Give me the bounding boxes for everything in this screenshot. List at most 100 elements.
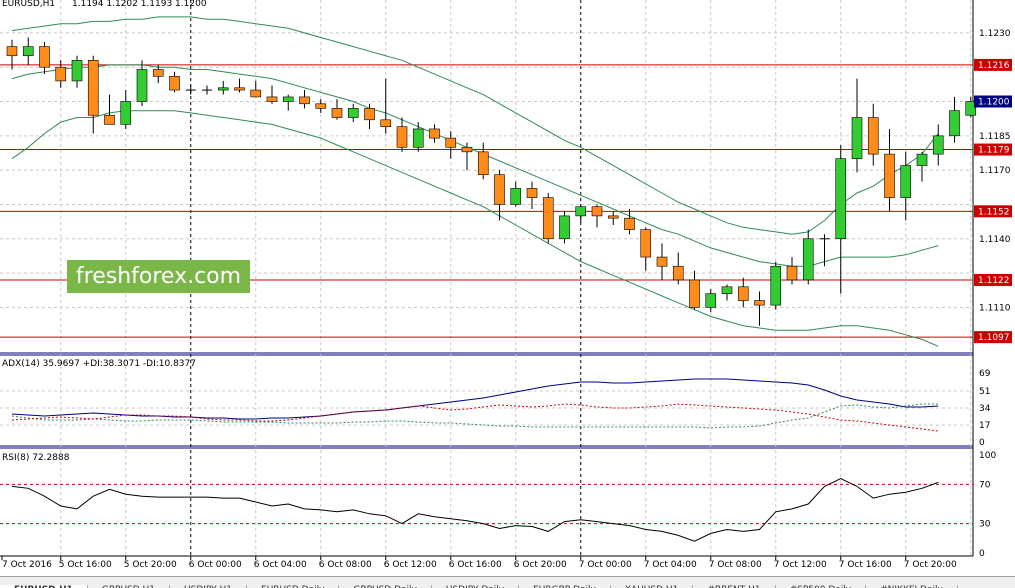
bear-candle (591, 206, 603, 217)
bear-candle (396, 126, 408, 148)
bear-candle (104, 114, 115, 125)
bear-candle (299, 96, 310, 105)
level-price-tag (974, 273, 1012, 286)
time-tick-label: 6 Oct 12:00 (384, 560, 437, 570)
current-price-label: 1.1200 (978, 98, 1010, 108)
time-tick-label: 6 Oct 04:00 (254, 560, 307, 570)
bear-candle (624, 217, 635, 230)
bear-candle (266, 96, 278, 102)
adx-panel (0, 378, 973, 432)
bull-candle (22, 46, 34, 57)
time-tick-label: 6 Oct 00:00 (189, 560, 242, 570)
rsi-line (11, 477, 939, 542)
level-price-tag (974, 58, 1012, 71)
bull-candle (949, 110, 960, 137)
candles (6, 37, 977, 326)
bear-candle (152, 69, 164, 77)
time-tick-label: 7 Oct 00:00 (579, 560, 632, 570)
bear-candle (39, 46, 50, 68)
bear-candle (607, 215, 619, 219)
level-price-tag (974, 331, 1012, 344)
middle-band-line (11, 64, 939, 267)
bear-candle (380, 119, 392, 127)
bull-candle (559, 215, 570, 240)
level-price-label: 1.1122 (978, 276, 1010, 286)
time-axis: 7 Oct 2016 5 Oct 16:00 5 Oct 20:00 6 Oct 00… (0, 555, 973, 570)
symbol-label: EURUSD,H1 (2, 0, 55, 9)
bear-candle (6, 46, 18, 57)
level-price-tag (974, 143, 1012, 156)
bull-candle (705, 293, 717, 308)
bull-candle (71, 60, 83, 82)
bear-candle (867, 117, 879, 155)
level-price-label: 1.1179 (978, 146, 1010, 156)
time-tick-label: 6 Oct 20:00 (514, 560, 567, 570)
level-price-tag (974, 205, 1012, 218)
rsi-tick-label: 30 (979, 520, 991, 530)
bull-candle (575, 206, 587, 217)
bull-candle (851, 117, 863, 159)
bear-candle (55, 66, 67, 82)
chart-tab-bar: EURUSD,H1GBPUSD,H1USDJPY,H1EURUSD,DailyG… (0, 576, 1015, 588)
time-tick-label: 7 Oct 16:00 (839, 560, 892, 570)
bear-candle (542, 197, 554, 240)
price-tick-label: 1.1140 (979, 235, 1011, 245)
bear-candle (689, 279, 700, 308)
bear-candle (672, 265, 684, 281)
time-tick-label: 5 Oct 20:00 (124, 560, 177, 570)
bull-candle (932, 135, 944, 155)
rsi-tick-label: 100 (979, 451, 996, 461)
lower-band-line (11, 110, 939, 347)
bear-candle (786, 265, 798, 281)
level-price-label: 1.1152 (978, 207, 1010, 217)
bear-candle (234, 87, 245, 91)
time-tick-label: 7 Oct 04:00 (644, 560, 697, 570)
bear-candle (477, 151, 489, 176)
bear-candle (494, 174, 505, 205)
ohlc-label: 1.1194 1.1202 1.1193 1.1200 (72, 0, 207, 9)
rsi-label: RSI(8) 72.2888 (2, 453, 70, 463)
adx-label: ADX(14) 35.9697 +DI:38.3071 -DI:10.8377 (2, 359, 196, 369)
bear-candle (754, 300, 765, 306)
time-tick-label: 7 Oct 2016 (2, 560, 52, 570)
bear-candle (526, 188, 538, 198)
bear-candle (169, 76, 180, 91)
level-price-label: 1.1216 (978, 61, 1010, 71)
price-axis: 1.1230 1.1185 1.1170 1.1140 1.1110 1.1216 1.11… (974, 29, 1012, 559)
bull-candle (835, 158, 847, 240)
time-tick-label: 5 Oct 16:00 (59, 560, 112, 570)
bear-candle (640, 229, 652, 258)
bear-candle (656, 256, 668, 267)
bull-candle (900, 165, 912, 198)
bear-candle (331, 108, 343, 118)
level-lines (0, 64, 973, 338)
adx-tick-label: 34 (979, 404, 991, 414)
price-tick-label: 1.1185 (979, 132, 1011, 142)
bull-candle (347, 108, 359, 118)
current-price-tag (974, 95, 1012, 108)
bull-candle (412, 128, 424, 148)
adx-tick-label: 17 (979, 421, 990, 431)
bull-candle (282, 96, 294, 102)
bear-candle (364, 108, 375, 121)
adx-tick-label: 51 (979, 387, 990, 397)
rsi-panel (0, 477, 973, 542)
rsi-tick-label: 70 (979, 480, 991, 490)
time-tick-label: 7 Oct 12:00 (774, 560, 827, 570)
price-tick-label: 1.1170 (979, 166, 1011, 176)
bear-candle (87, 60, 99, 116)
price-tick-label: 1.1110 (979, 303, 1011, 313)
time-tick-label: 7 Oct 20:00 (904, 560, 957, 570)
bear-candle (461, 146, 473, 153)
rsi-tick-label: 0 (979, 549, 985, 559)
adx-tick-label: 0 (979, 438, 985, 448)
bull-candle (217, 87, 229, 91)
time-tick-label: 6 Oct 08:00 (319, 560, 372, 570)
bear-candle (315, 103, 327, 109)
upper-band-line (11, 16, 939, 235)
bear-candle (737, 286, 749, 301)
level-price-label: 1.1097 (978, 333, 1010, 343)
bollinger-bands (11, 16, 939, 347)
bull-candle (965, 101, 977, 116)
bull-candle (916, 153, 928, 166)
